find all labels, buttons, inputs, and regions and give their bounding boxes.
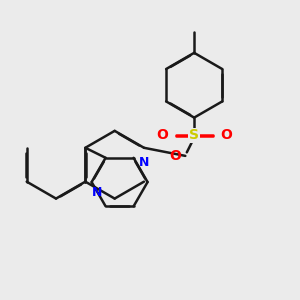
Text: S: S [189,128,199,142]
Text: O: O [220,128,232,142]
Text: N: N [139,156,149,169]
Text: N: N [92,186,102,199]
Text: O: O [169,149,181,163]
Text: O: O [157,128,169,142]
